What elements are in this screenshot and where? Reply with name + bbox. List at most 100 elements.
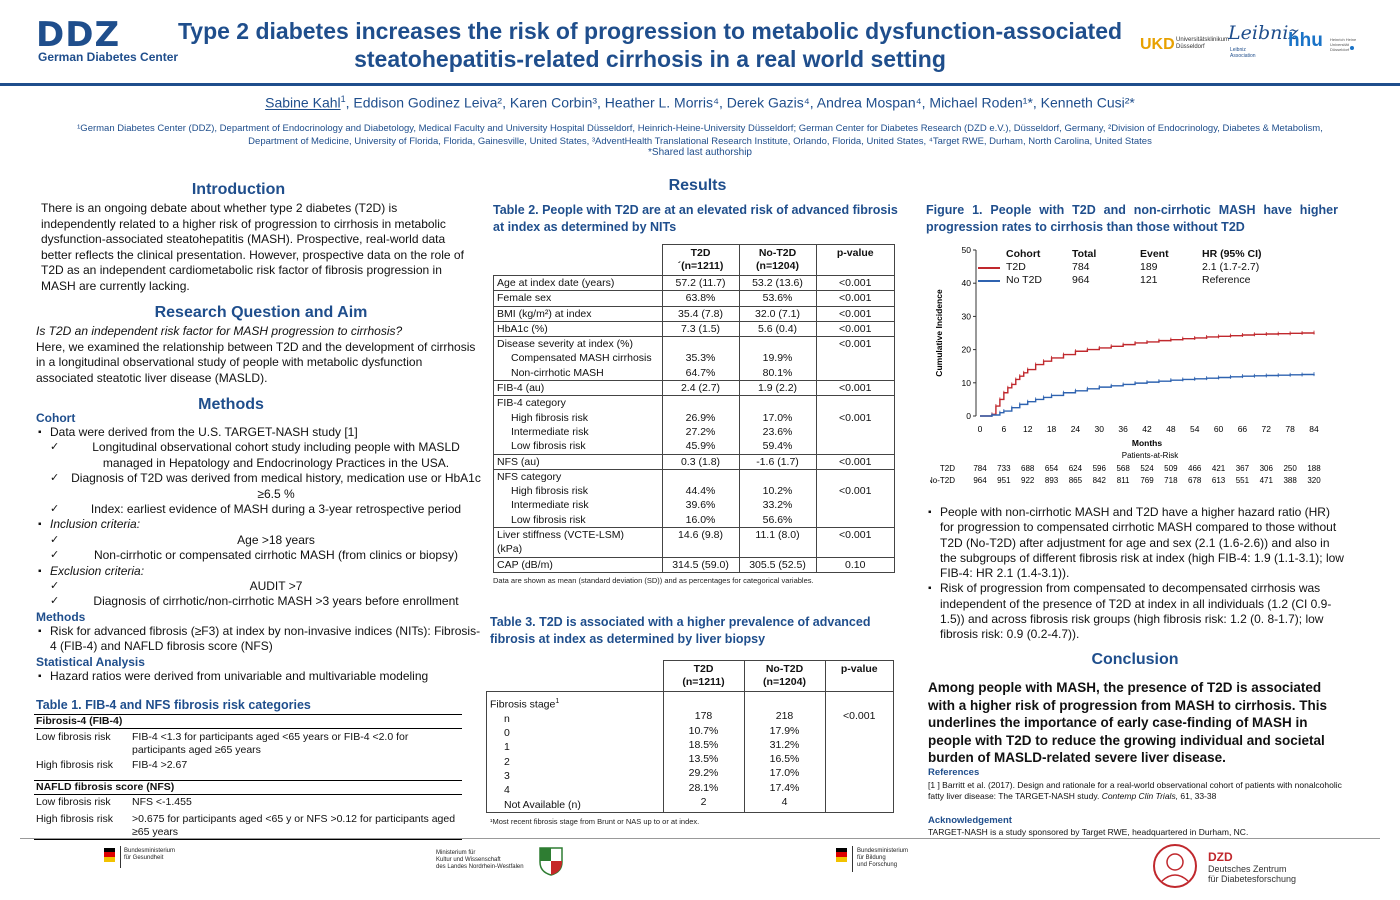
- ukd-sub-line-2: Düsseldorf: [1176, 44, 1205, 50]
- conclusion-heading: Conclusion: [1091, 651, 1179, 668]
- bmbf-line: Bundesministerium: [857, 848, 909, 854]
- table3-cell: Fibrosis stage1 n 0 1 2 3 4 Not Availabl…: [486, 691, 664, 813]
- legend-cell: 784: [1072, 261, 1090, 273]
- table2-cell: 5.6 (0.4): [738, 320, 817, 338]
- header-divider: [0, 83, 1400, 86]
- ukd-logo: UKD: [1140, 36, 1175, 53]
- legend-cell: Reference: [1202, 274, 1251, 286]
- x-tick-label: 36: [1118, 424, 1128, 434]
- methods-section: Cohort Data were derived from the U.S. T…: [36, 411, 486, 685]
- row-sublabel: 1: [504, 741, 510, 754]
- cell-value: 59.4%: [762, 440, 793, 453]
- table2-cell: 7.3 (1.5): [661, 320, 740, 338]
- table3-cell: 178 10.7% 18.5% 13.5% 29.2% 28.1% 2: [662, 691, 745, 813]
- chart-axes: 0 10 20 30 40 50 0 6 12 18 24 30 36 42 48 54 60 66 72 78 84: [962, 245, 1319, 434]
- risk-value-t2d: 654: [1045, 464, 1059, 473]
- table2-cell: Age at index date (years): [493, 274, 663, 292]
- table2-cell: 32.0 (7.1): [738, 305, 817, 322]
- hhu-logo-subtitle: Heinrich Heine Universität Düsseldorf: [1330, 37, 1356, 52]
- table2-col-t2d: T2D ´(n=1211): [661, 244, 740, 276]
- risk-value-t2d: 784: [973, 464, 987, 473]
- table2-cell: Female sex: [493, 290, 663, 307]
- table2-cell: 35.3% 64.7%: [661, 336, 740, 382]
- table-row: FIB-4 category High fibrosis risk Intermed…: [493, 395, 895, 455]
- table2-cell: 11.1 (8.0): [738, 527, 817, 558]
- table-row: Age at index date (years) 57.2 (11.7) 53.2…: [493, 274, 895, 292]
- research-aim: Here, we examined the relationship betwe…: [36, 339, 476, 385]
- x-tick-label: 54: [1190, 424, 1200, 434]
- leibniz-sub-line-2: Association: [1230, 53, 1256, 59]
- risk-value-no-t2d: 811: [1117, 476, 1130, 485]
- table3-corner: [486, 660, 664, 692]
- table1-cell: Low fibrosis risk: [36, 731, 111, 743]
- dzd-logo-text: Deutsches Zentrum für Diabetesforschung: [1208, 864, 1296, 884]
- cell-value: 44.4%: [685, 485, 716, 498]
- table-row: Low fibrosis risk NFS <-1.455: [34, 795, 462, 814]
- y-tick-label: 40: [962, 278, 972, 288]
- row-sublabel: 0: [504, 727, 510, 740]
- legend-col: Event: [1140, 248, 1169, 260]
- col-title: T2D: [693, 663, 714, 675]
- legend-line-t2d: [978, 267, 1000, 269]
- table2-cell: 0.10: [815, 556, 895, 573]
- references-text: [1 ] Barritt et al. (2017). Design and r…: [928, 780, 1358, 802]
- table2-cell: <0.001: [815, 453, 895, 470]
- table2-cell: -1.6 (1.7): [738, 453, 817, 470]
- table-row: CAP (dB/m) 314.5 (59.0) 305.5 (52.5) 0.10: [493, 556, 895, 573]
- risk-value-no-t2d: 471: [1260, 476, 1274, 485]
- shared-authorship-note: *Shared last authorship: [648, 147, 752, 158]
- risk-value-t2d: 367: [1236, 464, 1250, 473]
- risk-value-no-t2d: 320: [1307, 476, 1321, 485]
- cell-value: 29.2%: [688, 767, 719, 780]
- dzd-line: für Diabetesforschung: [1208, 874, 1297, 884]
- series-line-0: [980, 332, 1315, 417]
- mkw-line: Kultur und Wissenschaft: [436, 857, 501, 863]
- chart-series: [980, 330, 1315, 418]
- table-row: High fibrosis risk FIB-4 >2.67: [34, 757, 462, 781]
- table2-cell: 57.2 (11.7): [661, 274, 740, 292]
- list-item: Risk for advanced fibrosis (≥F3) at inde…: [36, 624, 486, 655]
- research-question-heading: Research Question and Aim: [154, 304, 368, 321]
- ukd-sub-line-1: Universitätsklinikum: [1176, 37, 1230, 43]
- x-tick-label: 6: [1001, 424, 1006, 434]
- row-sublabel: 4: [504, 784, 510, 797]
- col-n: (n=1211): [682, 676, 725, 688]
- cell-value: 2: [700, 796, 707, 809]
- research-question: Is T2D an independent risk factor for MA…: [36, 324, 403, 338]
- table2-cell: 314.5 (59.0): [661, 556, 740, 573]
- risk-value-no-t2d: 865: [1069, 476, 1083, 485]
- table1: Fibrosis-4 (FIB-4) Low fibrosis risk FIB-…: [34, 714, 462, 840]
- table2-cell: 44.4% 39.6% 16.0%: [661, 468, 740, 529]
- table1-cell: High fibrosis risk: [36, 759, 114, 771]
- author-list: Sabine Kahl1, Eddison Godinez Leiva², Ka…: [0, 94, 1400, 111]
- risk-value-no-t2d: 678: [1188, 476, 1202, 485]
- ddz-logo: DDZ: [36, 15, 121, 55]
- bmbf-logo-text: Bundesministerium für Bildung und Forsch…: [857, 848, 908, 869]
- cell-value: 27.2%: [685, 425, 716, 438]
- table2-cell: <0.001: [815, 320, 895, 338]
- mkw-logo-text: Ministerium für Kultur und Wissenschaft …: [436, 850, 524, 871]
- ddz-logo-subtitle: German Diabetes Center: [38, 50, 179, 64]
- introduction-heading: Introduction: [191, 181, 286, 198]
- acknowledgement-title: Acknowledgement: [928, 815, 1012, 826]
- row-sublabel: Compensated MASH cirrhosis: [511, 352, 652, 365]
- row-sublabel: Non-cirrhotic MASH: [511, 366, 604, 379]
- col-n: (n=1204): [763, 676, 806, 688]
- risk-label-t2d: T2D: [940, 464, 955, 473]
- other-authors: , Eddison Godinez Leiva², Karen Corbin³,…: [345, 94, 1135, 111]
- legend-cell: 964: [1072, 274, 1090, 286]
- table2-cell: 35.4 (7.8): [661, 305, 740, 322]
- table2-cell: 63.8%: [661, 290, 740, 307]
- table3-col-pvalue: p-value: [824, 660, 894, 692]
- risk-value-no-t2d: 893: [1045, 476, 1059, 485]
- table2-caption: Table 2. People with T2D are at an eleva…: [493, 203, 898, 234]
- risk-value-no-t2d: 951: [997, 476, 1011, 485]
- list-item: Non-cirrhotic or compensated cirrhotic M…: [36, 548, 486, 564]
- risk-value-t2d: 524: [1140, 464, 1154, 473]
- list-item: Diagnosis of cirrhotic/non-cirrhotic MAS…: [36, 594, 486, 610]
- affiliations: ¹German Diabetes Center (DDZ), Departmen…: [30, 122, 1370, 148]
- y-tick-label: 30: [962, 311, 972, 321]
- legend-col: HR (95% CI): [1202, 248, 1262, 260]
- mkw-line: Ministerium für: [436, 850, 476, 856]
- list-item: AUDIT >7: [36, 579, 486, 595]
